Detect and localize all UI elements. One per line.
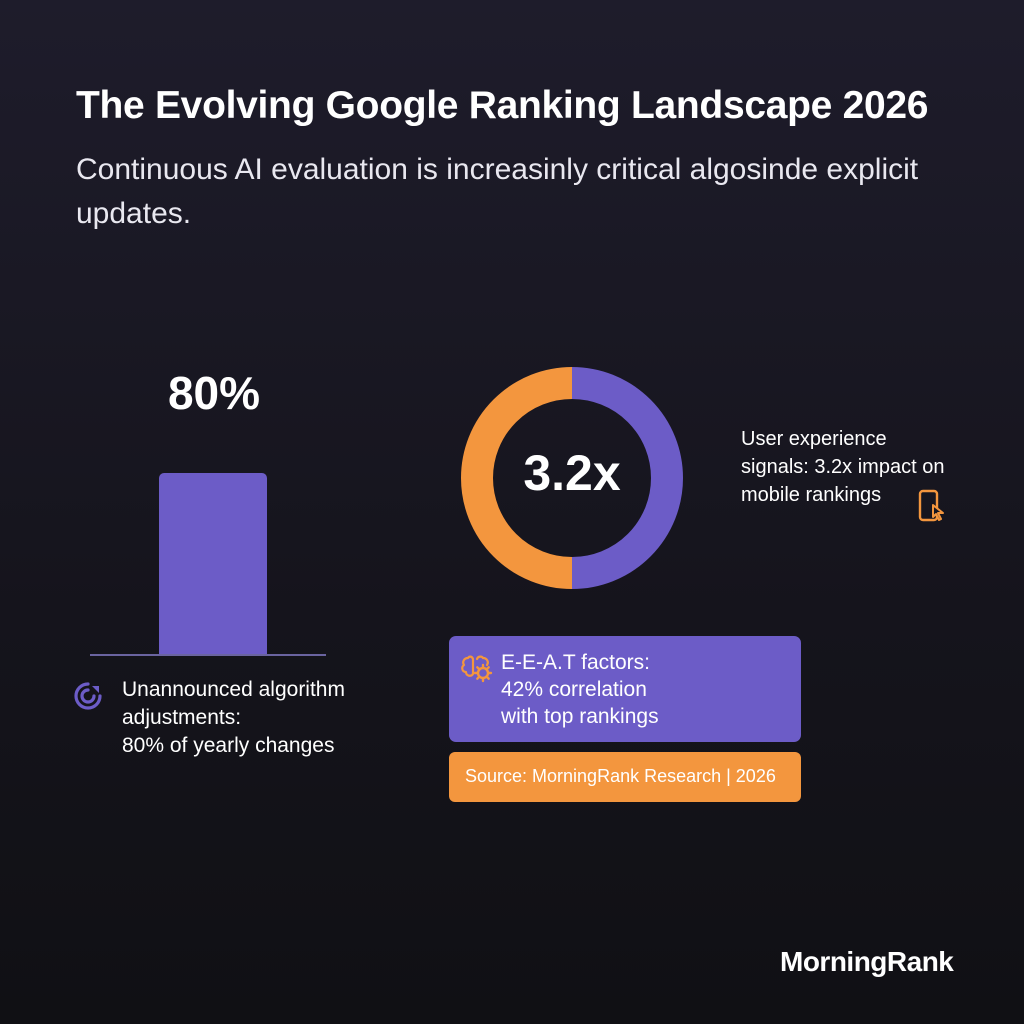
eeat-text: E-E-A.T factors: 42% correlation with to… bbox=[501, 651, 659, 728]
donut-slice-0 bbox=[571, 367, 683, 589]
source-card: Source: MorningRank Research | 2026 bbox=[449, 752, 801, 802]
bar-caption-text: Unannounced algorithm adjustments: 80% o… bbox=[122, 678, 345, 757]
source-text: Source: MorningRank Research | 2026 bbox=[465, 766, 776, 786]
donut-chart bbox=[461, 367, 683, 589]
page-subtitle: Continuous AI evaluation is increasinly … bbox=[76, 153, 919, 230]
bar-unannounced-adjustments bbox=[159, 473, 267, 654]
donut-center-label: 3.2x bbox=[523, 445, 621, 501]
cycle-icon bbox=[74, 682, 102, 710]
eeat-card: E-E-A.T factors: 42% correlation with to… bbox=[449, 636, 801, 742]
bar-chart bbox=[90, 428, 324, 654]
ux-signals-caption: User experience signals: 3.2x impact on … bbox=[741, 428, 945, 506]
donut-slice-1 bbox=[461, 367, 573, 589]
page-title: The Evolving Google Ranking Landscape 20… bbox=[76, 84, 929, 127]
brand-logo-text: MorningRank bbox=[780, 946, 954, 977]
bar-value-label: 80% bbox=[167, 367, 261, 419]
bar-baseline bbox=[90, 654, 326, 656]
brain-gear-icon bbox=[461, 655, 493, 683]
phone-touch-icon bbox=[918, 489, 944, 522]
